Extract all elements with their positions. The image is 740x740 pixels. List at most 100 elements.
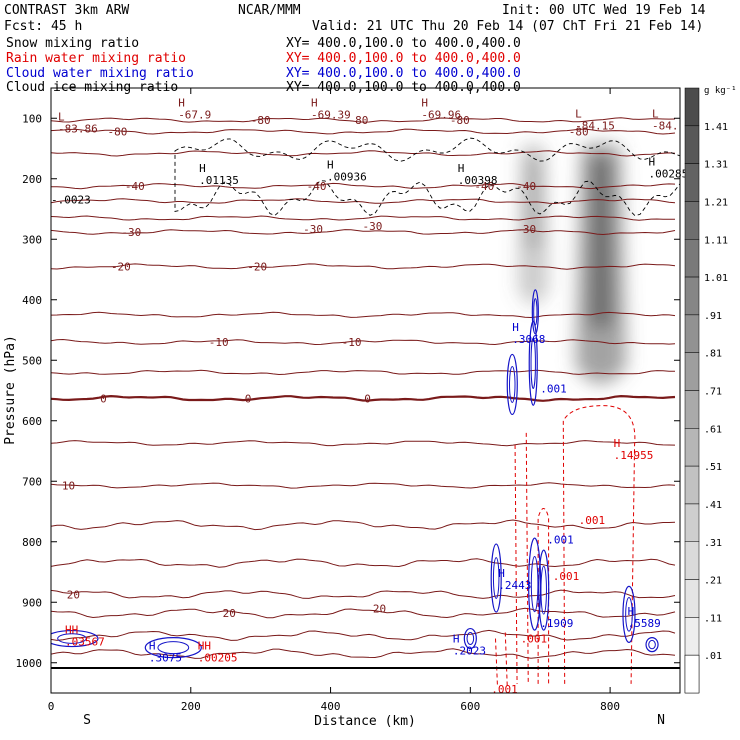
isotherm-label: -10 (209, 336, 229, 349)
extremum-value: .03567 (65, 635, 105, 648)
rain-contours (494, 405, 636, 687)
extremum-marker: L (58, 110, 65, 123)
rain-contour (514, 444, 518, 684)
extremum-value: .001 (491, 683, 518, 696)
extremum-value: -84.15 (575, 119, 615, 132)
valid-time: Valid: 21 UTC Thu 20 Feb 14 (07 ChT Fri … (312, 19, 704, 34)
y-tick-label: 700 (22, 475, 42, 488)
isotherm-line (51, 648, 676, 659)
extremum-value: .2443 (498, 579, 531, 592)
isotherm-label: -10 (342, 336, 362, 349)
isotherm-label: -40 (474, 180, 494, 193)
rain-contour (537, 507, 550, 684)
colorbar-cell (684, 579, 700, 618)
x-tick-label: 800 (600, 700, 620, 713)
isotherm-line (51, 128, 676, 135)
cloud-water-contours (51, 289, 659, 659)
isotherm-line (51, 589, 676, 599)
colorbar-unit: g kg⁻¹ (704, 86, 737, 96)
colorbar-cell (684, 314, 700, 353)
extremum-value: .001 (547, 534, 574, 547)
legend-cloud-label: Cloud water mixing ratio (6, 66, 194, 81)
cloud-water-contour (625, 597, 633, 632)
isotherm-line (51, 369, 675, 376)
isotherm-label: 0 (364, 392, 371, 405)
extremum-marker: H (327, 159, 334, 172)
isotherm-line (51, 440, 676, 447)
extremum-marker: H (614, 437, 621, 450)
extremum-value: .2023 (453, 644, 486, 657)
extremum-value: .00398 (458, 174, 498, 187)
isotherm-line (51, 482, 676, 489)
cloud-water-contour (466, 632, 475, 646)
colorbar-cell (684, 654, 700, 694)
extremum-value: .1909 (540, 617, 573, 630)
extremum-marker: HH (198, 640, 211, 653)
model-title: CONTRAST 3km ARW (4, 3, 130, 18)
isotherm-line (51, 263, 676, 270)
isotherm-label: -40 (307, 180, 327, 193)
temperature-isotherms (51, 117, 676, 659)
x-tick-label: 0 (48, 700, 55, 713)
snow-plume-core (590, 156, 612, 327)
colorbar-cell (684, 541, 700, 580)
extremum-marker: H (628, 605, 635, 618)
colorbar-tick-label: 1.21 (704, 197, 728, 208)
legend-ice-xy: XY= 400.0,100.0 to 400.0,400.0 (286, 80, 521, 95)
colorbar-tick-label: .51 (704, 462, 722, 473)
colorbar-tick-label: .01 (704, 651, 722, 662)
x-tick-label: 600 (460, 700, 480, 713)
isotherm-label: -30 (363, 220, 383, 233)
legend-rain-label: Rain water mixing ratio (6, 51, 187, 66)
extremum-marker: H (458, 162, 465, 175)
extremum-marker: L (575, 107, 582, 120)
colorbar-cell (684, 428, 700, 467)
forecast-hour: Fcst: 45 h (4, 19, 83, 34)
isotherm-label: -80 (107, 126, 127, 139)
snow-shading (517, 143, 627, 385)
extremum-value: -67.9 (178, 108, 211, 121)
isotherm-line (51, 629, 676, 641)
extremum-marker: H (311, 96, 318, 109)
isotherm-line (51, 558, 676, 568)
cloud-water-contour (157, 641, 190, 655)
isotherm-label: -30 (121, 226, 141, 239)
cloud-water-contour (57, 633, 87, 644)
rain-contour (494, 638, 498, 687)
colorbar-tick-label: .81 (704, 349, 722, 360)
isotherm-label: -40 (516, 180, 536, 193)
cloud-water-contour (648, 639, 656, 650)
isotherm-label: -20 (247, 260, 267, 273)
colorbar-tick-label: 1.01 (704, 273, 728, 284)
cloud-water-contour (530, 556, 539, 613)
plot-frame (50, 87, 681, 694)
cloud-water-contour (531, 289, 539, 335)
cloud-water-contour (463, 627, 477, 650)
cloud-water-contour (540, 565, 547, 615)
extremum-marker: HH (65, 623, 78, 636)
north-label: N (657, 713, 665, 728)
y-tick-label: 200 (22, 173, 42, 186)
legend-snow-xy: XY= 400.0,100.0 to 400.0,400.0 (286, 36, 521, 51)
cloud-water-contour (622, 585, 636, 643)
extremum-marker: H (421, 96, 428, 109)
isotherm-label: -20 (111, 260, 131, 273)
colorbar-cell (684, 125, 700, 164)
colorbar-cell (684, 352, 700, 391)
colorbar-cell (684, 390, 700, 429)
extremum-value: .14955 (614, 449, 654, 462)
y-tick-label: 900 (22, 596, 42, 609)
extremum-marker: H (178, 96, 185, 109)
isotherm-label: -80 (450, 114, 470, 127)
extremum-marker: H (498, 567, 505, 580)
isotherm-line (51, 198, 676, 205)
cloud-water-contour (530, 337, 536, 389)
isotherm-line (51, 519, 676, 531)
extremum-marker: H (512, 321, 519, 334)
isotherm-line (51, 311, 676, 319)
extremum-marker: H (453, 632, 460, 645)
isotherm-label: -30 (303, 223, 323, 236)
extremum-value: .001 (540, 382, 567, 395)
south-label: S (83, 713, 91, 728)
